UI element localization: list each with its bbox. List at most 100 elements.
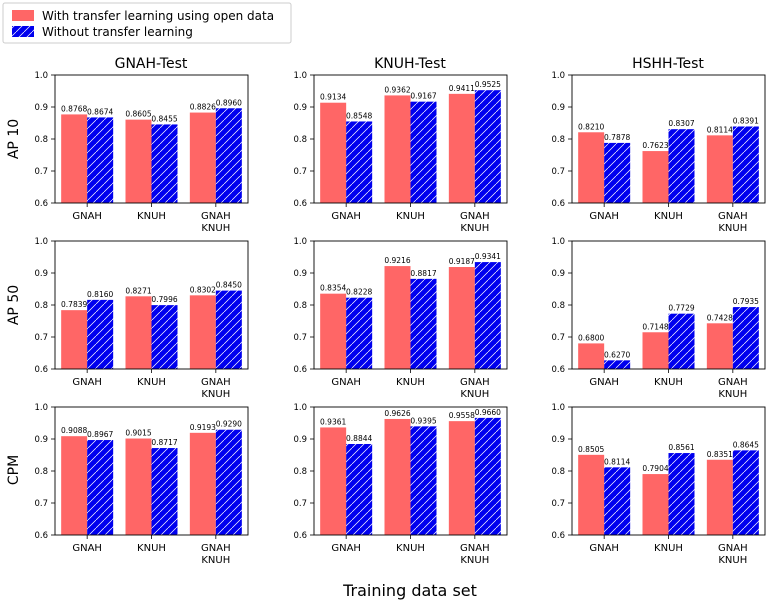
legend-label-with-transfer: With transfer learning using open data [42,9,274,23]
x-tick-label: GNAH [718,543,748,554]
bar-with-transfer [384,266,411,369]
y-tick-label: 0.6 [551,531,565,541]
y-tick-label: 0.6 [551,199,565,209]
y-tick-label: 0.7 [34,499,48,509]
data-label-with-transfer: 0.9015 [125,429,151,438]
bar-without-transfer [732,450,759,535]
data-label-without-transfer: 0.9660 [475,408,501,417]
bar-without-transfer [668,453,695,535]
bar-without-transfer [668,129,695,203]
x-tick-label: KNUH [201,223,230,234]
data-label-with-transfer: 0.8505 [578,445,604,454]
y-tick-label: 1.0 [551,403,565,413]
data-label-without-transfer: 0.8844 [346,434,372,443]
data-label-without-transfer: 0.9525 [475,80,501,89]
x-tick-label: GNAH [72,377,102,388]
bar-without-transfer [346,121,373,203]
y-tick-label: 1.0 [293,403,307,413]
bar-with-transfer [189,295,216,369]
bar-with-transfer [384,418,411,535]
column-title-gnah-test: GNAH-Test [115,56,188,72]
data-label-without-transfer: 0.7935 [733,297,759,306]
bar-with-transfer [320,427,347,535]
x-tick-label: GNAH [331,377,361,388]
y-tick-label: 1.0 [34,71,48,81]
bar-without-transfer [410,426,437,535]
y-tick-label: 0.9 [34,269,48,279]
data-label-with-transfer: 0.7623 [642,141,668,150]
x-tick-label: KNUH [201,389,230,400]
panel-frame [313,240,508,370]
data-label-with-transfer: 0.8605 [125,110,151,119]
y-tick-label: 0.8 [293,135,307,145]
data-label-without-transfer: 0.8967 [87,430,113,439]
x-tick-label: GNAH [718,211,748,222]
data-label-with-transfer: 0.8351 [707,450,733,459]
bar-without-transfer [732,307,759,369]
y-tick-label: 0.7 [293,167,307,177]
data-label-with-transfer: 0.9193 [190,423,216,432]
data-label-without-transfer: 0.9167 [410,92,436,101]
y-tick-label: 0.8 [551,467,565,477]
panel-frame [313,74,508,204]
y-tick-label: 1.0 [293,71,307,81]
y-tick-label: 1.0 [34,237,48,247]
data-label-without-transfer: 0.8817 [410,269,436,278]
bar-without-transfer [215,108,242,203]
data-label-with-transfer: 0.8826 [190,103,216,112]
data-label-with-transfer: 0.9088 [61,426,87,435]
bar-with-transfer [189,432,216,535]
bar-without-transfer [215,429,242,535]
panel-ap10-gnah-test: 0.60.70.80.91.00.8768 0.8674GNAH0.86050.8… [34,71,249,234]
data-label-with-transfer: 0.9134 [320,93,346,102]
bar-without-transfer [87,440,114,535]
data-label-with-transfer: 0.9361 [320,417,346,426]
x-tick-label: GNAH [460,211,490,222]
y-tick-label: 0.6 [34,531,48,541]
data-label-without-transfer: 0.8674 [87,107,113,116]
y-tick-label: 1.0 [551,71,565,81]
data-label-without-transfer: 0.8455 [151,114,177,123]
bar-without-transfer [346,443,373,535]
bar-with-transfer [642,474,669,535]
y-tick-label: 0.9 [551,435,565,445]
bar-without-transfer [151,124,178,203]
row-title-cpm: CPM [6,455,22,485]
bar-without-transfer [87,117,114,203]
bar-with-transfer [448,267,475,369]
x-tick-label: GNAH [331,543,361,554]
x-tick-label: KNUH [654,377,683,388]
data-label-with-transfer: 0.9558 [449,411,475,420]
data-label-without-transfer: 0.8548 [346,111,372,120]
data-label-with-transfer: 0.8210 [578,122,604,131]
data-label-without-transfer: 0.9395 [410,416,436,425]
bar-with-transfer [61,114,88,203]
bar-with-transfer [61,436,88,535]
x-tick-label: GNAH [589,377,619,388]
x-tick-label: GNAH [201,377,231,388]
legend-frame [2,2,292,44]
x-tick-label: KNUH [201,555,230,566]
data-label-without-transfer: 0.8960 [216,98,242,107]
data-label-without-transfer: 0.7729 [668,304,694,313]
data-label-with-transfer: 0.7428 [707,313,733,322]
bar-with-transfer [642,332,669,369]
y-tick-label: 0.9 [293,435,307,445]
bar-with-transfer [642,151,669,203]
panel-frame [571,406,766,536]
y-tick-label: 0.8 [34,301,48,311]
y-tick-label: 1.0 [551,237,565,247]
panel-frame [54,74,249,204]
data-label-with-transfer: 0.6800 [578,333,604,342]
panel-ap50-knuh-test: 0.6 0.7 0.8 0.9 1.0 0.8354 0.8228 GNAH 0.92160.8… [293,237,508,400]
bar-with-transfer [384,95,411,203]
y-tick-label: 0.8 [34,135,48,145]
data-label-without-transfer: 0.9290 [216,420,242,429]
data-label-with-transfer: 0.9187 [449,257,475,266]
y-tick-label: 0.8 [293,467,307,477]
bar-with-transfer [578,454,605,535]
